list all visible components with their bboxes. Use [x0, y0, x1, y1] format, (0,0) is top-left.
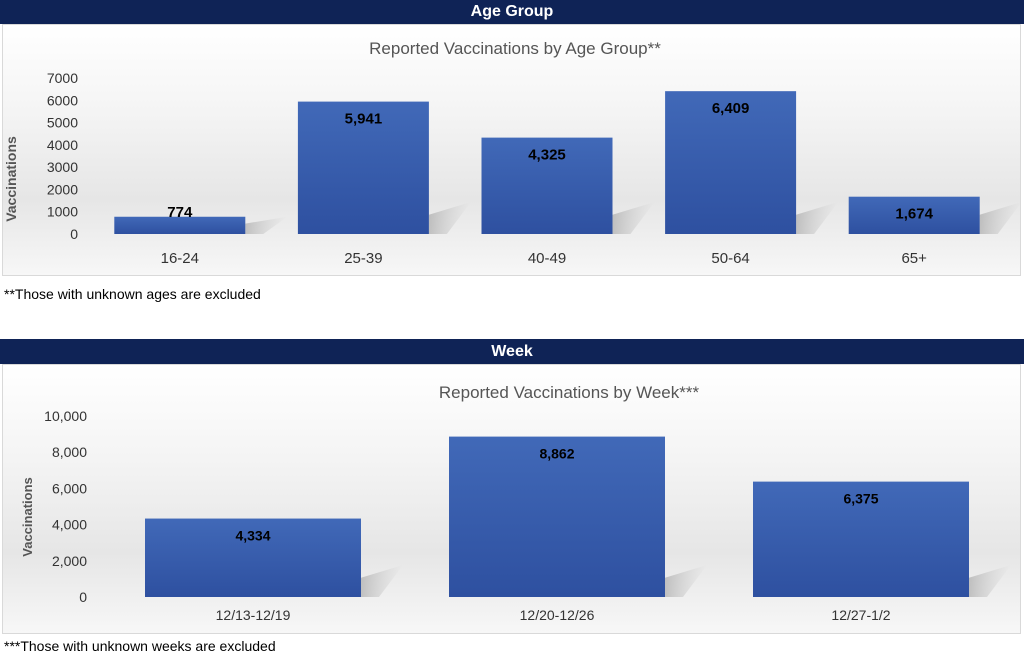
y-tick-label: 2,000 [52, 553, 87, 569]
y-axis-label: Vaccinations [3, 136, 19, 222]
week-chart: Reported Vaccinations by Week*** Vaccinat… [2, 364, 1021, 634]
y-tick-label: 5000 [47, 115, 78, 131]
bar-shadow [428, 202, 471, 234]
y-tick-label: 4,000 [52, 517, 87, 533]
bar-shadow [361, 565, 403, 597]
week-header: Week [0, 339, 1024, 364]
y-tick-label: 3000 [47, 159, 78, 175]
bar-data-label: 4,325 [528, 147, 566, 164]
bar-shadow [665, 565, 707, 597]
bar-shadow [245, 216, 288, 234]
age-group-chart-svg: Reported Vaccinations by Age Group** Vacc… [3, 39, 1020, 267]
x-tick-label: 65+ [901, 250, 927, 267]
bar-shadow [979, 202, 1020, 234]
bar [114, 216, 246, 234]
bar-data-label: 4,334 [235, 528, 270, 544]
week-footnote: ***Those with unknown weeks are excluded [4, 638, 276, 654]
x-tick-label: 25-39 [344, 250, 382, 267]
age-group-header: Age Group [0, 0, 1024, 24]
x-tick-label: 12/13-12/19 [216, 607, 291, 623]
chart-title: Reported Vaccinations by Age Group** [369, 39, 661, 58]
bar-shadow [969, 565, 1011, 597]
bar-data-label: 774 [167, 204, 193, 221]
y-axis-label: Vaccinations [20, 477, 35, 556]
bar [665, 91, 797, 234]
x-tick-label: 40-49 [528, 250, 566, 267]
bar [753, 481, 969, 597]
bar [449, 436, 665, 597]
age-group-footnote: **Those with unknown ages are excluded [4, 286, 261, 302]
y-tick-label: 10,000 [44, 408, 87, 424]
y-tick-label: 7000 [47, 70, 78, 86]
bar [848, 196, 980, 234]
x-tick-label: 50-64 [711, 250, 749, 267]
bar-data-label: 5,941 [345, 111, 383, 128]
chart-title: Reported Vaccinations by Week*** [439, 383, 700, 402]
y-tick-label: 0 [79, 589, 87, 605]
y-tick-label: 1000 [47, 204, 78, 220]
bar [481, 137, 613, 234]
week-chart-svg: Reported Vaccinations by Week*** Vaccinat… [20, 383, 1011, 623]
bar [145, 518, 361, 597]
bar-data-label: 8,862 [539, 446, 574, 462]
bar-data-label: 6,409 [712, 100, 750, 117]
bar-data-label: 1,674 [895, 206, 933, 223]
y-tick-label: 6000 [47, 92, 78, 108]
bar [297, 101, 429, 234]
bar-shadow [796, 202, 839, 234]
y-tick-label: 2000 [47, 181, 78, 197]
bar-shadow [612, 202, 655, 234]
x-tick-label: 12/27-1/2 [831, 607, 890, 623]
y-tick-label: 4000 [47, 137, 78, 153]
x-tick-label: 12/20-12/26 [520, 607, 595, 623]
bar-data-label: 6,375 [843, 491, 878, 507]
y-tick-label: 6,000 [52, 480, 87, 496]
y-tick-label: 0 [70, 226, 78, 242]
age-group-chart: Reported Vaccinations by Age Group** Vacc… [2, 24, 1021, 276]
y-tick-label: 8,000 [52, 444, 87, 460]
x-tick-label: 16-24 [161, 250, 199, 267]
